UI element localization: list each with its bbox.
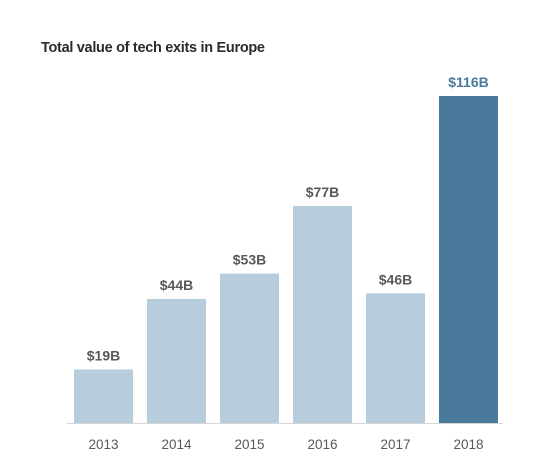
data-label-2013: $19B <box>87 347 120 363</box>
data-label-2015: $53B <box>233 252 266 268</box>
bar-2015 <box>220 273 279 423</box>
x-tick-label-2016: 2016 <box>307 437 337 452</box>
data-label-2017: $46B <box>379 271 412 287</box>
bar-2016 <box>293 205 352 423</box>
x-tick-label-2014: 2014 <box>161 437 192 452</box>
data-label-2014: $44B <box>160 277 193 293</box>
chart-title: Total value of tech exits in Europe <box>41 40 265 56</box>
bars-group <box>74 96 498 423</box>
bar-2014 <box>147 298 206 423</box>
x-tick-label-2017: 2017 <box>380 437 410 452</box>
bar-2017 <box>366 293 425 423</box>
x-tick-label-2013: 2013 <box>88 437 118 452</box>
x-tick-labels-group: 2013 2014 2015 2016 2017 2018 <box>88 437 483 452</box>
bar-2013 <box>74 369 133 423</box>
bar-2018 <box>439 96 498 423</box>
data-label-2018: $116B <box>448 74 488 90</box>
data-label-2016: $77B <box>306 184 339 200</box>
data-labels-group: $19B $44B $53B $77B $46B $116B <box>87 74 489 363</box>
x-tick-label-2018: 2018 <box>453 437 483 452</box>
x-tick-label-2015: 2015 <box>234 437 264 452</box>
